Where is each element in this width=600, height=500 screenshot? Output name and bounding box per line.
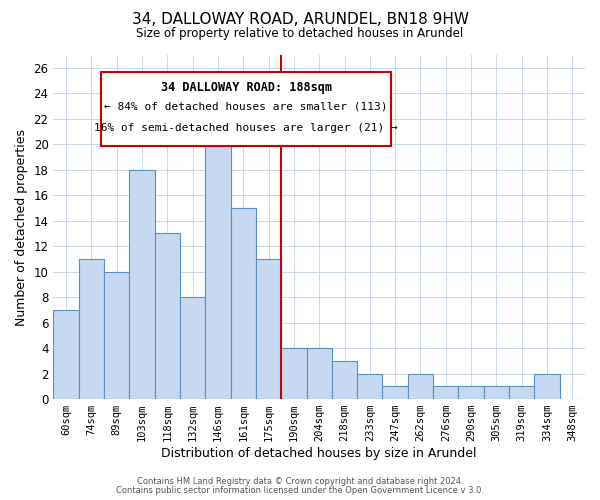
Text: Contains public sector information licensed under the Open Government Licence v : Contains public sector information licen… <box>116 486 484 495</box>
Text: Contains HM Land Registry data © Crown copyright and database right 2024.: Contains HM Land Registry data © Crown c… <box>137 477 463 486</box>
Text: 34 DALLOWAY ROAD: 188sqm: 34 DALLOWAY ROAD: 188sqm <box>161 81 332 94</box>
Bar <box>307 348 332 399</box>
Text: 34, DALLOWAY ROAD, ARUNDEL, BN18 9HW: 34, DALLOWAY ROAD, ARUNDEL, BN18 9HW <box>131 12 469 28</box>
Bar <box>332 361 357 399</box>
Bar <box>79 259 104 399</box>
Bar <box>433 386 458 399</box>
Bar <box>458 386 484 399</box>
Bar <box>230 208 256 399</box>
Bar <box>357 374 382 399</box>
Bar <box>484 386 509 399</box>
Bar <box>535 374 560 399</box>
Bar <box>509 386 535 399</box>
Y-axis label: Number of detached properties: Number of detached properties <box>15 128 28 326</box>
Bar <box>382 386 408 399</box>
Bar <box>256 259 281 399</box>
Bar <box>408 374 433 399</box>
Text: Size of property relative to detached houses in Arundel: Size of property relative to detached ho… <box>136 28 464 40</box>
Bar <box>281 348 307 399</box>
Text: ← 84% of detached houses are smaller (113): ← 84% of detached houses are smaller (11… <box>104 102 388 112</box>
Bar <box>180 297 205 399</box>
FancyBboxPatch shape <box>101 72 391 146</box>
Bar <box>130 170 155 399</box>
Bar <box>104 272 130 399</box>
X-axis label: Distribution of detached houses by size in Arundel: Distribution of detached houses by size … <box>161 447 477 460</box>
Bar <box>205 132 230 399</box>
Bar <box>155 234 180 399</box>
Bar <box>53 310 79 399</box>
Text: 16% of semi-detached houses are larger (21) →: 16% of semi-detached houses are larger (… <box>94 123 398 133</box>
